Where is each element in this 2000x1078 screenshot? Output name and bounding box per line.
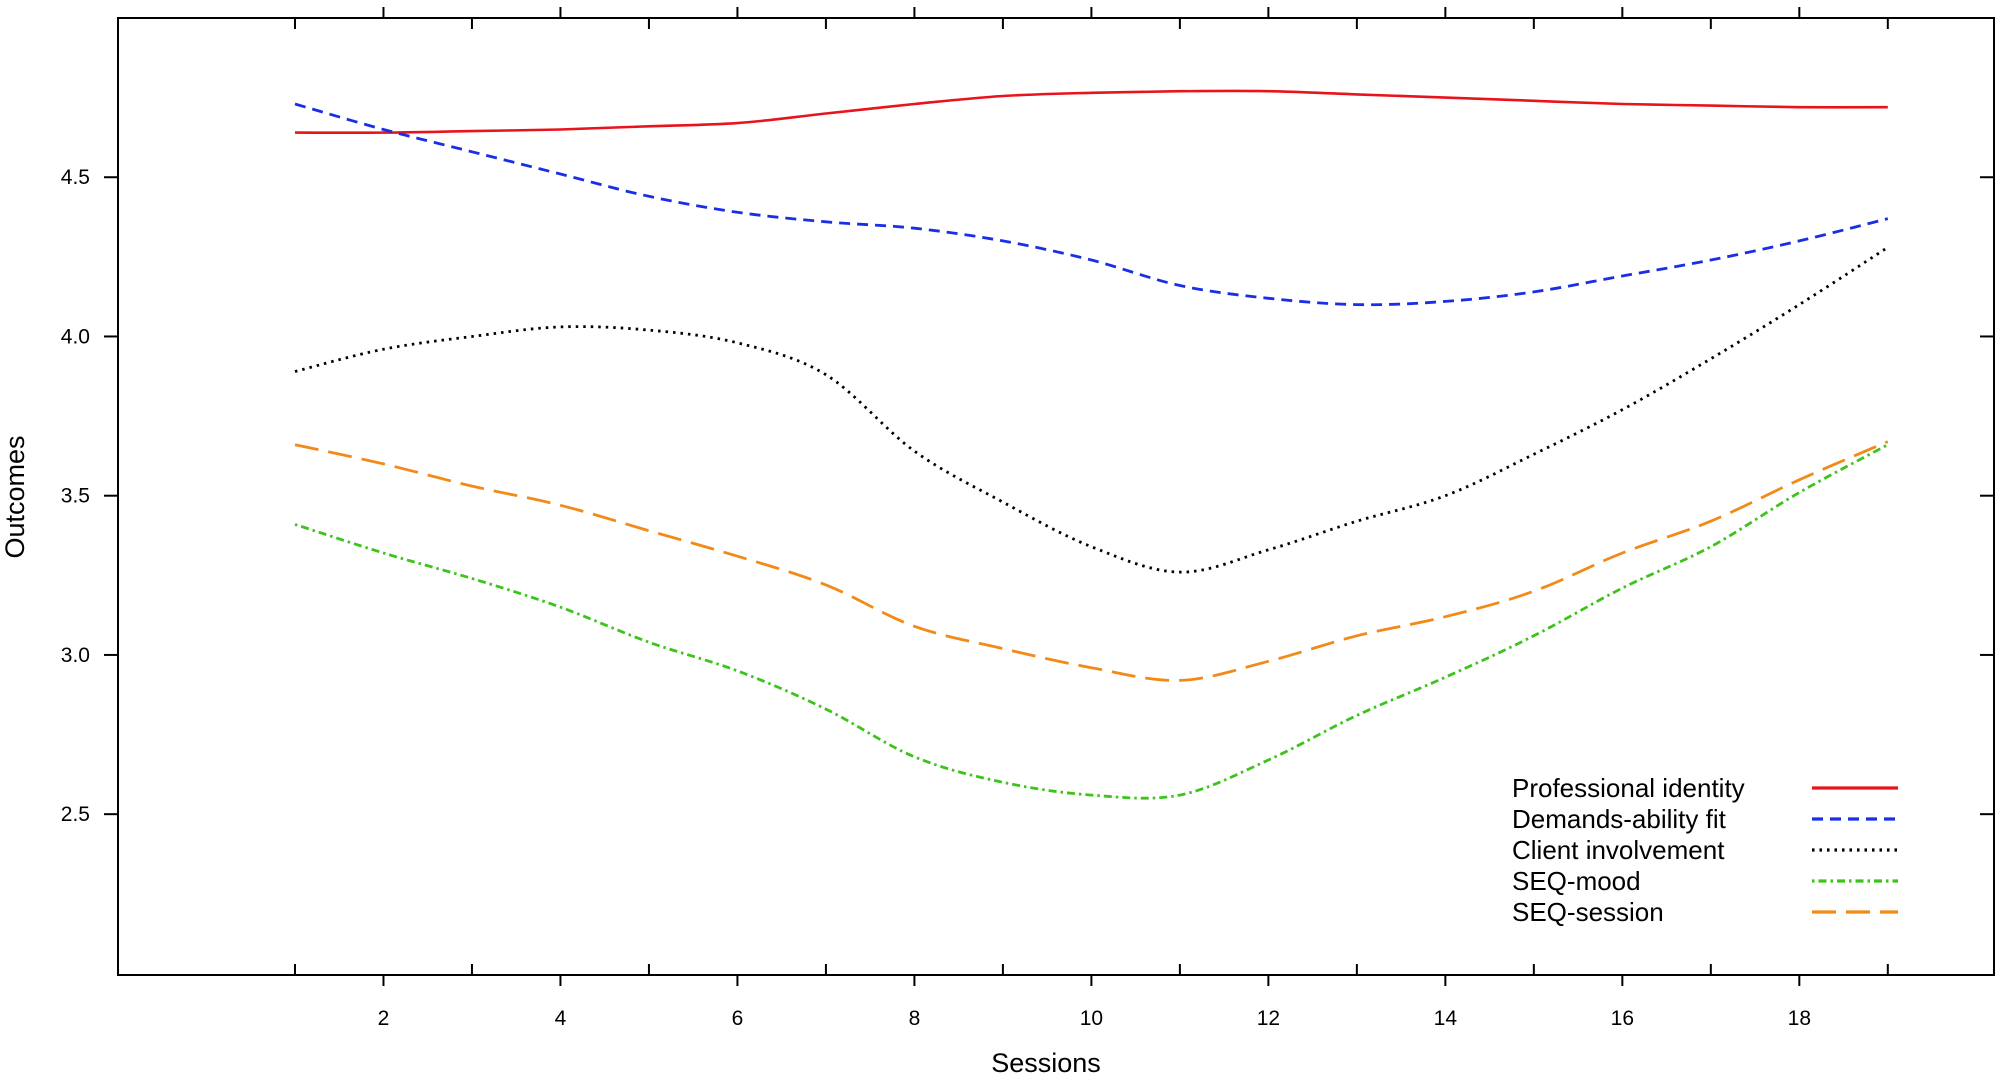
axis-ticks [104,7,1994,986]
x-axis-label: Sessions [991,1048,1101,1078]
series-professional-identity [294,89,1888,135]
legend-label: SEQ-session [1512,897,1664,927]
x-tick-label: 16 [1611,1007,1634,1030]
x-tick-label: 6 [732,1007,744,1030]
y-tick-label: 4.5 [61,166,90,189]
series-seq-session [294,440,1889,682]
x-tick-label: 2 [378,1007,390,1030]
series-client-involvement [294,246,1889,574]
legend-label: SEQ-mood [1512,866,1641,896]
x-tick-label: 18 [1788,1007,1811,1030]
y-tick-label: 4.0 [61,325,90,348]
series-line [294,246,1889,574]
x-tick-label: 8 [909,1007,921,1030]
series-line [294,89,1888,135]
y-axis-label: Outcomes [0,435,30,558]
series-line [294,443,1889,800]
legend-label: Demands-ability fit [1512,804,1727,834]
y-tick-label: 3.5 [61,485,90,508]
series-demands-ability-fit [294,102,1889,307]
x-tick-label: 4 [555,1007,567,1030]
series-line [294,440,1889,682]
x-tick-label: 10 [1080,1007,1103,1030]
y-tick-label: 3.0 [61,644,90,667]
x-tick-label: 12 [1257,1007,1280,1030]
series-layer [294,89,1889,800]
legend-label: Client involvement [1512,835,1725,865]
series-seq-mood [294,443,1889,800]
legend-label: Professional identity [1512,773,1745,803]
y-tick-label: 2.5 [61,803,90,826]
y-tick-labels: 2.5 3.0 3.5 4.0 4.5 [61,166,90,826]
x-tick-labels: 2 4 6 8 10 12 14 16 18 [378,1007,1811,1030]
series-line [294,102,1889,307]
x-tick-label: 14 [1434,1007,1458,1030]
